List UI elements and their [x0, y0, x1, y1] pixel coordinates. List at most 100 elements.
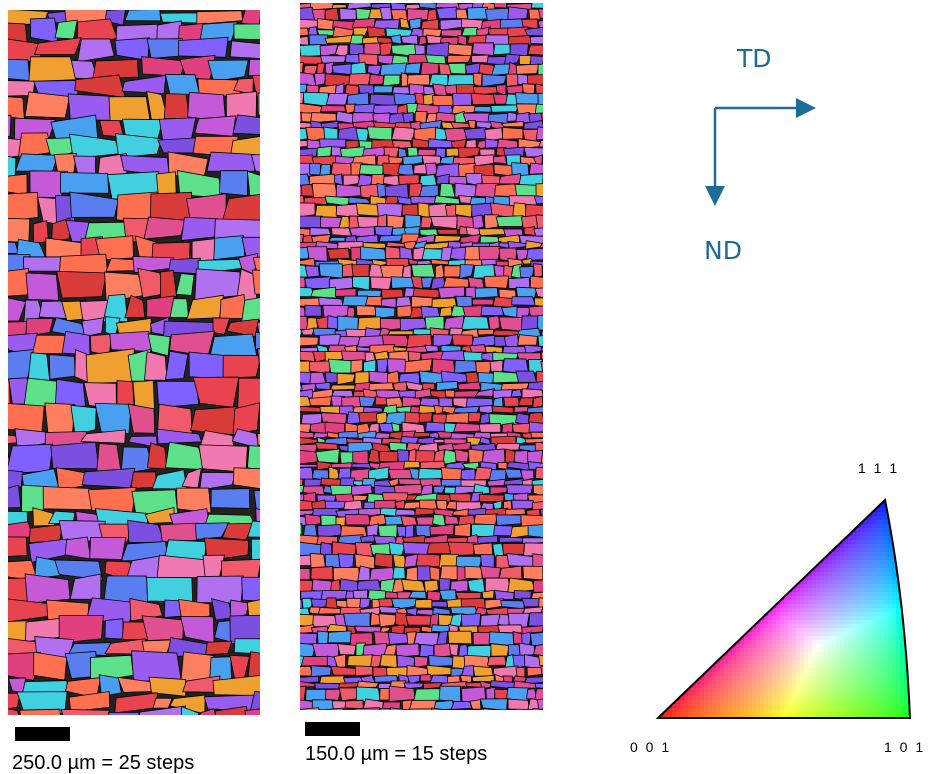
ipf-cell	[816, 512, 821, 517]
grain	[462, 28, 478, 36]
ipf-cell	[692, 564, 697, 569]
grain	[447, 75, 473, 86]
ipf-cell	[812, 616, 817, 621]
grain	[440, 183, 455, 197]
grain	[147, 39, 183, 59]
grain	[446, 413, 470, 424]
ipf-cell	[848, 604, 853, 609]
ipf-cell	[668, 624, 673, 629]
ipf-cell	[740, 564, 745, 569]
ipf-cell	[776, 532, 781, 537]
ipf-cell	[836, 696, 841, 701]
ipf-cell	[780, 632, 785, 637]
ipf-cell	[824, 604, 829, 609]
ipf-cell	[872, 692, 877, 697]
ipf-cell	[868, 612, 873, 617]
ipf-cell	[692, 636, 697, 641]
ipf-cell	[828, 604, 833, 609]
ipf-cell	[708, 636, 713, 641]
ipf-cell	[848, 684, 853, 689]
ipf-cell	[828, 612, 833, 617]
grain	[242, 577, 270, 601]
grain	[496, 216, 523, 227]
grain	[485, 139, 498, 148]
grain	[219, 171, 247, 196]
ipf-cell	[792, 616, 797, 621]
ipf-cell	[708, 576, 713, 581]
grain	[325, 8, 339, 21]
ipf-cell	[668, 664, 673, 669]
ipf-cell	[788, 528, 793, 533]
ipf-cell	[756, 560, 761, 565]
ipf-cell	[868, 588, 873, 593]
ipf-cell	[880, 672, 885, 677]
ipf-cell	[864, 624, 869, 629]
grain	[527, 74, 550, 85]
ipf-cell	[788, 616, 793, 621]
ipf-cell	[660, 624, 665, 629]
ipf-cell	[720, 564, 725, 569]
ipf-cell	[672, 548, 677, 553]
ipf-cell	[684, 604, 689, 609]
ipf-cell	[872, 684, 877, 689]
grain	[328, 631, 351, 643]
ipf-cell	[900, 504, 905, 509]
ipf-cell	[660, 644, 665, 649]
grain	[449, 644, 458, 656]
grain	[388, 632, 408, 644]
ipf-cell	[872, 676, 877, 681]
ipf-cell	[868, 648, 873, 653]
ipf-cell	[712, 552, 717, 557]
ipf-cell	[748, 708, 753, 713]
ipf-cell	[884, 612, 889, 617]
ipf-cell	[664, 512, 669, 517]
ipf-cell	[664, 568, 669, 573]
ipf-cell	[772, 704, 777, 709]
ipf-cell	[884, 704, 889, 709]
ipf-cell	[836, 584, 841, 589]
ipf-cell	[764, 660, 769, 665]
ipf-cell	[852, 580, 857, 585]
ipf-cell	[836, 576, 841, 581]
ipf-cell	[872, 520, 877, 525]
ipf-cell	[684, 696, 689, 701]
ipf-cell	[700, 632, 705, 637]
grain	[332, 64, 351, 75]
grain	[461, 614, 480, 627]
ipf-cell	[856, 696, 861, 701]
ipf-cell	[704, 544, 709, 549]
ipf-cell	[800, 596, 805, 601]
ipf-cell	[748, 616, 753, 621]
ipf-cell	[664, 628, 669, 633]
ipf-cell	[876, 688, 881, 693]
grain	[462, 316, 489, 329]
ipf-cell	[760, 676, 765, 681]
ipf-cell	[748, 576, 753, 581]
ipf-cell	[656, 696, 661, 701]
ipf-cell	[864, 708, 869, 713]
ipf-cell	[776, 676, 781, 681]
ipf-cell	[732, 636, 737, 641]
ipf-cell	[660, 500, 665, 505]
ipf-cell	[780, 548, 785, 553]
ipf-cell	[776, 572, 781, 577]
ipf-cell	[756, 628, 761, 633]
ipf-cell	[668, 672, 673, 677]
grain	[288, 287, 314, 297]
ipf-cell	[656, 568, 661, 573]
ipf-cell	[840, 600, 845, 605]
ipf-cell	[888, 604, 893, 609]
ipf-cell	[900, 540, 905, 545]
ipf-cell	[688, 556, 693, 561]
ipf-cell	[832, 568, 837, 573]
ipf-cell	[804, 552, 809, 557]
ipf-cell	[772, 656, 777, 661]
ipf-cell	[808, 712, 813, 717]
ipf-cell	[660, 636, 665, 641]
grain	[491, 644, 509, 656]
ipf-cell	[676, 636, 681, 641]
ipf-cell	[684, 592, 689, 597]
ipf-cell	[760, 496, 765, 501]
ipf-cell	[812, 612, 817, 617]
ipf-cell	[840, 560, 845, 565]
